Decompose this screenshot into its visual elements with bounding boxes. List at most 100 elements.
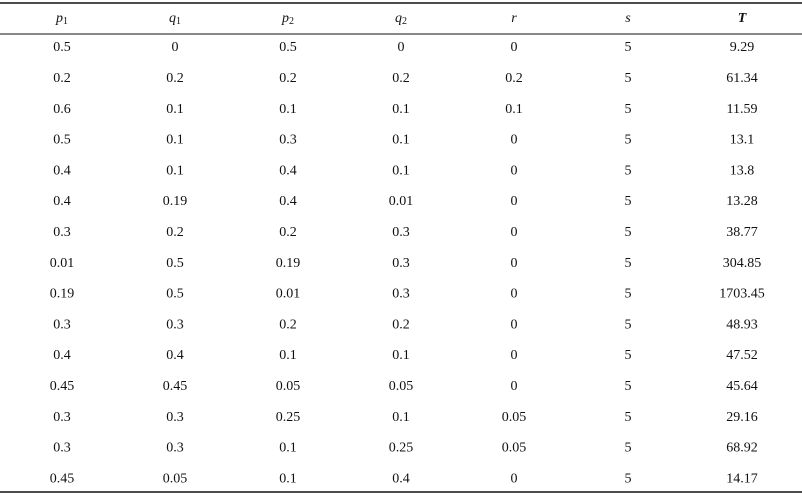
table-cell: 47.52 xyxy=(726,348,758,363)
table-cell: 5 xyxy=(625,317,632,332)
table-cell: 0.2 xyxy=(279,225,297,240)
table-cell: 5 xyxy=(625,348,632,363)
table-cell: 0.45 xyxy=(50,379,75,394)
table-cell: 0 xyxy=(511,471,518,486)
table-cell: 0.4 xyxy=(279,163,297,178)
table-cell: 45.64 xyxy=(726,379,758,394)
table-cell: 0.5 xyxy=(53,40,71,55)
header-symbol: q xyxy=(395,11,402,26)
table-cell: 0.5 xyxy=(279,40,297,55)
table-cell: 5 xyxy=(625,194,632,209)
table-cell: 0 xyxy=(511,256,518,271)
header-symbol: T xyxy=(738,11,748,26)
table-cell: 5 xyxy=(625,40,632,55)
table-cell: 5 xyxy=(625,471,632,486)
table-cell: 0.19 xyxy=(50,287,75,302)
table-cell: 0.1 xyxy=(279,102,297,117)
header-cell: T xyxy=(738,11,748,26)
header-cell: q1 xyxy=(169,11,181,27)
header-subscript: 1 xyxy=(63,16,68,27)
table-cell: 0.3 xyxy=(392,225,410,240)
table-cell: 0.6 xyxy=(53,102,71,117)
table-cell: 0 xyxy=(511,348,518,363)
table-cell: 0.4 xyxy=(53,194,71,209)
table-cell: 5 xyxy=(625,133,632,148)
table-cell: 0.3 xyxy=(53,441,71,456)
table-cell: 0.05 xyxy=(502,441,527,456)
table-cell: 0.3 xyxy=(53,317,71,332)
table-cell: 0.05 xyxy=(276,379,301,394)
table-cell: 0.3 xyxy=(392,256,410,271)
table-cell: 5 xyxy=(625,287,632,302)
header-cell: r xyxy=(511,11,517,26)
table-cell: 0.2 xyxy=(166,71,184,86)
table-cell: 0.1 xyxy=(166,133,184,148)
header-cell: p1 xyxy=(55,11,68,27)
table-cell: 0.3 xyxy=(166,441,184,456)
table-cell: 0.2 xyxy=(392,71,410,86)
table-cell: 0 xyxy=(511,287,518,302)
table-cell: 9.29 xyxy=(730,40,755,55)
table-cell: 304.85 xyxy=(723,256,762,271)
table-cell: 0.1 xyxy=(279,348,297,363)
header-symbol: p xyxy=(55,11,63,26)
table-cell: 5 xyxy=(625,71,632,86)
table-cell: 5 xyxy=(625,256,632,271)
table-cell: 0.1 xyxy=(166,102,184,117)
table-cell: 0.1 xyxy=(392,133,410,148)
table-cell: 5 xyxy=(625,225,632,240)
table-cell: 0.1 xyxy=(166,163,184,178)
table-cell: 0.3 xyxy=(166,317,184,332)
table-cell: 0 xyxy=(172,40,179,55)
header-symbol: q xyxy=(169,11,176,26)
table-cell: 0 xyxy=(511,40,518,55)
table-cell: 0.2 xyxy=(166,225,184,240)
table-cell: 0 xyxy=(511,133,518,148)
table-cell: 0.1 xyxy=(279,441,297,456)
table-cell: 13.8 xyxy=(730,163,755,178)
table-cell: 38.77 xyxy=(726,225,758,240)
table-cell: 13.1 xyxy=(730,133,755,148)
header-symbol: p xyxy=(281,11,289,26)
table-cell: 0.2 xyxy=(279,317,297,332)
table-cell: 0.25 xyxy=(389,441,414,456)
table-cell: 13.28 xyxy=(726,194,758,209)
table-cell: 0.1 xyxy=(392,163,410,178)
table-cell: 0.2 xyxy=(392,317,410,332)
table-cell: 0.1 xyxy=(505,102,523,117)
table-cell: 0.45 xyxy=(50,471,75,486)
table-cell: 0.3 xyxy=(53,225,71,240)
table-cell: 5 xyxy=(625,379,632,394)
table-cell: 0 xyxy=(511,379,518,394)
table-cell: 0 xyxy=(511,194,518,209)
header-subscript: 2 xyxy=(402,16,407,27)
table-cell: 0.5 xyxy=(166,287,184,302)
table-cell: 0.3 xyxy=(392,287,410,302)
table-cell: 0.05 xyxy=(502,410,527,425)
table-cell: 0.3 xyxy=(279,133,297,148)
table-cell: 0 xyxy=(511,225,518,240)
header-cell: s xyxy=(625,11,631,26)
table-cell: 68.92 xyxy=(726,441,758,456)
table-cell: 0.4 xyxy=(53,163,71,178)
table-cell: 29.16 xyxy=(726,410,758,425)
table-cell: 0.01 xyxy=(276,287,301,302)
table-cell: 0.4 xyxy=(392,471,410,486)
table-cell: 0 xyxy=(398,40,405,55)
table-cell: 5 xyxy=(625,163,632,178)
table-cell: 11.59 xyxy=(727,102,758,117)
table-cell: 0.1 xyxy=(392,102,410,117)
table-cell: 5 xyxy=(625,410,632,425)
table-cell: 0.19 xyxy=(163,194,188,209)
table-cell: 0.2 xyxy=(53,71,71,86)
table-cell: 0.19 xyxy=(276,256,301,271)
table-cell: 0.3 xyxy=(53,410,71,425)
table-cell: 0.05 xyxy=(389,379,414,394)
table-cell: 0.4 xyxy=(279,194,297,209)
header-cell: p2 xyxy=(281,11,294,27)
table-cell: 0.05 xyxy=(163,471,188,486)
table-cell: 0.5 xyxy=(166,256,184,271)
table-cell: 0.01 xyxy=(50,256,75,271)
table-cell: 14.17 xyxy=(726,471,758,486)
